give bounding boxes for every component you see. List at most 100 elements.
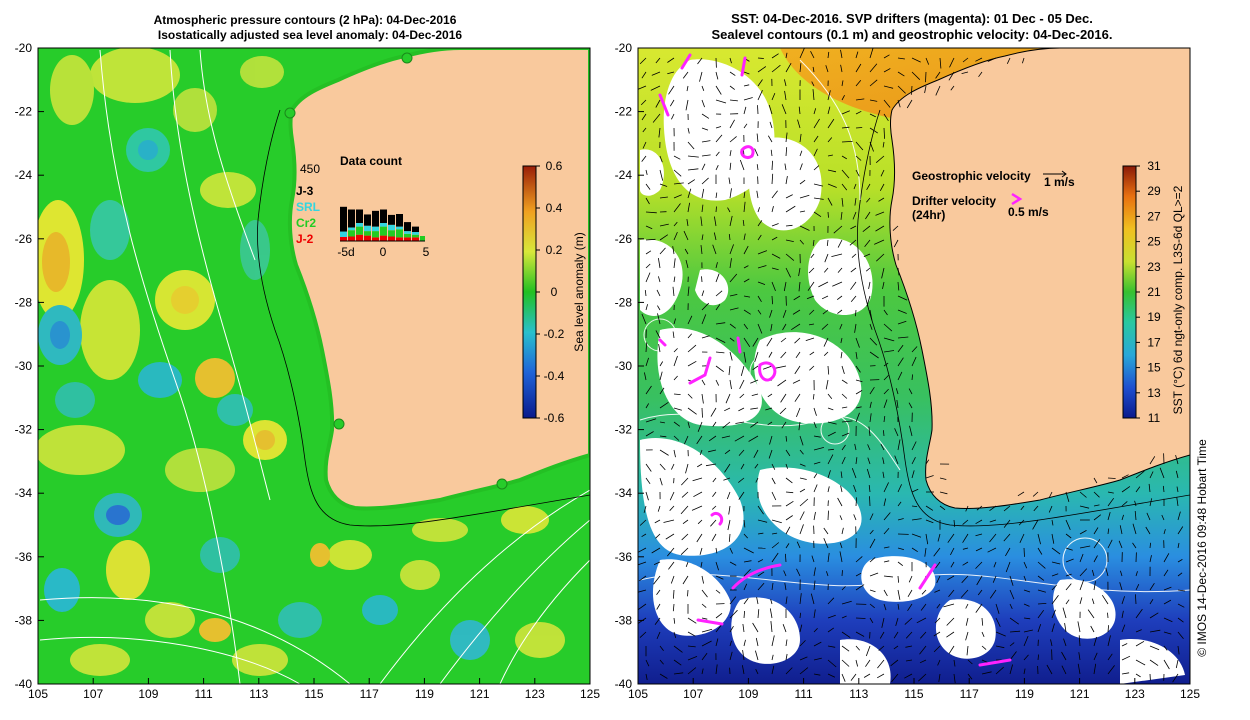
right-title-line1: SST: 04-Dec-2016. SVP drifters (magenta)… xyxy=(731,11,1093,26)
velocity-vector xyxy=(729,162,732,171)
velocity-vector xyxy=(658,276,661,283)
velocity-vector xyxy=(781,104,787,115)
velocity-vector xyxy=(893,239,899,248)
velocity-vector xyxy=(1135,659,1146,666)
velocity-vector xyxy=(878,197,885,202)
coastal-markers xyxy=(284,52,508,490)
velocity-vector xyxy=(904,673,913,679)
velocity-vector xyxy=(827,211,829,218)
velocity-vector xyxy=(743,337,751,348)
velocity-vector xyxy=(883,575,894,578)
velocity-vector xyxy=(771,463,776,470)
velocity-vector xyxy=(1093,477,1098,484)
velocity-vector xyxy=(855,141,864,151)
velocity-vector xyxy=(827,552,830,563)
velocity-vector xyxy=(701,163,706,171)
velocity-vector xyxy=(771,267,779,271)
velocity-vector xyxy=(866,197,871,203)
right-title-line2: Sealevel contours (0.1 m) and geostrophi… xyxy=(712,27,1113,42)
velocity-vector xyxy=(771,206,774,213)
velocity-vector xyxy=(905,659,913,662)
velocity-vector xyxy=(1037,561,1046,569)
velocity-vector xyxy=(965,617,969,626)
velocity-vector xyxy=(686,85,689,92)
velocity-vector xyxy=(701,668,704,675)
velocity-vector xyxy=(729,625,734,633)
velocity-vector xyxy=(743,278,750,283)
velocity-vector xyxy=(798,106,801,115)
velocity-vector xyxy=(1064,623,1067,633)
velocity-vector xyxy=(757,505,764,515)
velocity-vector xyxy=(827,118,835,129)
velocity-vector xyxy=(883,603,887,611)
velocity-vector xyxy=(770,149,773,157)
velocity-vector xyxy=(869,529,874,535)
velocity-vector xyxy=(673,672,684,675)
velocity-vector xyxy=(797,119,801,129)
velocity-vector xyxy=(995,666,1004,675)
lat-tick-label: -34 xyxy=(615,486,633,500)
velocity-vector xyxy=(645,304,648,311)
velocity-vector xyxy=(641,71,647,79)
velocity-vector xyxy=(1009,651,1017,661)
velocity-vector xyxy=(855,351,858,360)
velocity-vector xyxy=(811,81,815,87)
velocity-vector xyxy=(792,309,801,315)
velocity-vector xyxy=(965,505,969,512)
velocity-vector xyxy=(713,232,717,241)
velocity-vector xyxy=(685,463,689,474)
velocity-vector xyxy=(1018,519,1025,526)
velocity-vector xyxy=(883,589,888,597)
velocity-vector xyxy=(863,253,871,257)
velocity-vector xyxy=(855,412,860,423)
velocity-vector xyxy=(667,71,675,75)
velocity-vector xyxy=(822,309,829,315)
velocity-vector xyxy=(726,491,731,500)
velocity-vector xyxy=(1177,511,1181,521)
velocity-vector xyxy=(673,182,684,185)
velocity-vector xyxy=(771,223,779,227)
lon-tick-label: 121 xyxy=(470,687,490,701)
velocity-vector xyxy=(762,365,773,370)
inset-bar-segment xyxy=(356,234,363,241)
velocity-vector xyxy=(657,505,661,512)
colorbar-tick-label: 31 xyxy=(1147,159,1161,173)
velocity-vector xyxy=(701,99,705,108)
velocity-vector xyxy=(757,519,768,523)
lat-tick-label: -28 xyxy=(15,295,33,309)
velocity-vector xyxy=(937,659,941,666)
velocity-vector xyxy=(823,538,829,549)
velocity-vector xyxy=(948,645,955,655)
velocity-vector xyxy=(724,407,731,412)
velocity-vector xyxy=(785,435,788,442)
velocity-vector xyxy=(1009,617,1020,625)
velocity-vector xyxy=(827,448,834,451)
velocity-vector xyxy=(665,533,675,540)
velocity-vector xyxy=(866,295,871,307)
sst-colorbar: 31 29 27 25 23 21 19 17 15 13 11 SST (°C) 6d ngt-o… xyxy=(1122,159,1185,425)
velocity-vector xyxy=(1121,501,1128,507)
velocity-vector xyxy=(867,444,871,451)
velocity-vector xyxy=(911,356,917,367)
velocity-vector xyxy=(715,71,719,80)
velocity-vector xyxy=(701,113,710,119)
velocity-vector xyxy=(642,141,647,149)
velocity-vector xyxy=(894,428,899,437)
velocity-vector xyxy=(813,580,816,591)
velocity-vector xyxy=(877,659,885,669)
velocity-vector xyxy=(981,671,992,675)
velocity-vector xyxy=(939,477,947,480)
velocity-vector xyxy=(865,659,871,667)
velocity-vector xyxy=(799,640,806,647)
velocity-vector xyxy=(757,559,764,563)
inset-bar-segment xyxy=(340,231,347,237)
velocity-vector xyxy=(645,659,650,667)
velocity-vector xyxy=(813,567,816,577)
velocity-vector xyxy=(813,135,819,143)
velocity-vector xyxy=(1093,581,1096,591)
velocity-vector xyxy=(1093,555,1098,563)
inset-legend-item: SRL xyxy=(296,200,320,214)
velocity-vector xyxy=(1177,559,1183,563)
velocity-vector xyxy=(725,393,731,404)
velocity-vector xyxy=(638,603,647,611)
